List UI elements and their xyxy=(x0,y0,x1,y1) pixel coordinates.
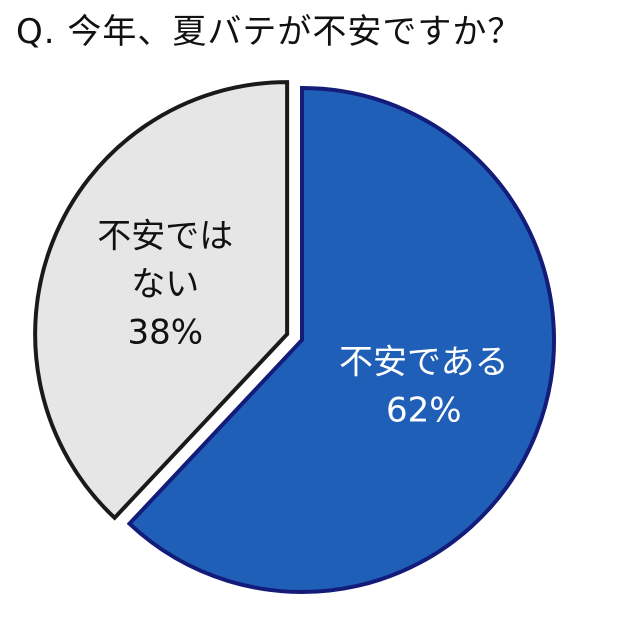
slice-label-2-line-1: 不安では xyxy=(97,216,233,256)
slice-label-1-line-2: 62% xyxy=(386,391,462,431)
chart-title: Q. 今年、夏バテが不安ですか？ xyxy=(16,12,523,52)
slice-label-2-line-2: ない xyxy=(131,264,199,304)
pie-slice-2 xyxy=(33,80,290,521)
slice-label-2-line-3: 38% xyxy=(127,312,203,352)
pie-slice-1 xyxy=(126,85,556,594)
slice-label-1-line-1: 不安である xyxy=(339,343,509,383)
